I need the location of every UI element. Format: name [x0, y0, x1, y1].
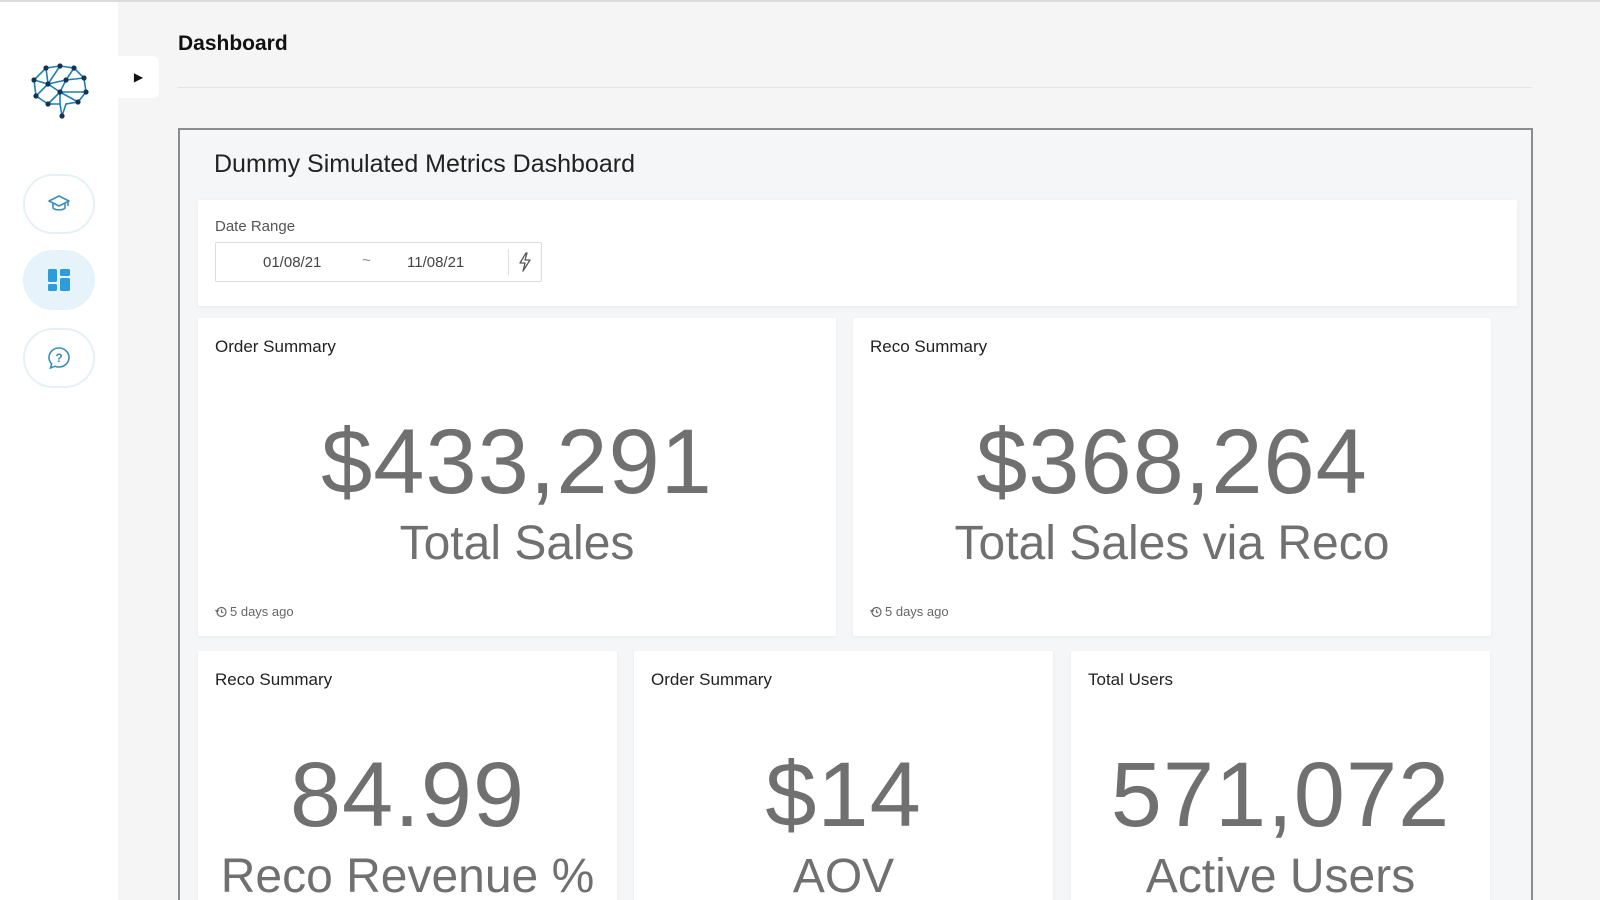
metric-value: $14 [765, 744, 922, 846]
nav-learn-button[interactable] [23, 174, 95, 234]
metric-label: AOV [792, 850, 895, 900]
dashboard-grid-icon [48, 269, 70, 291]
metric-label: Total Sales [399, 517, 635, 570]
metric-card-total-sales: Order Summary $433,291 Total Sales 5 day… [198, 318, 836, 636]
metric-label: Reco Revenue % [220, 850, 595, 900]
brain-network-logo[interactable] [26, 58, 92, 124]
last-updated: 5 days ago [870, 604, 949, 619]
card-title: Total Users [1088, 670, 1174, 689]
card-title: Reco Summary [870, 337, 988, 356]
metric-value: $368,264 [976, 411, 1368, 513]
date-divider [508, 249, 509, 275]
last-updated: 5 days ago [215, 604, 294, 619]
metric-value: 84.99 [289, 744, 526, 846]
metric-card-total-sales-via-reco: Reco Summary $368,264 Total Sales via Re… [853, 318, 1491, 636]
top-border [0, 0, 1600, 2]
lightning-icon[interactable] [516, 252, 534, 272]
date-end-input[interactable]: 11/08/21 [407, 254, 465, 271]
card-title: Order Summary [651, 670, 772, 689]
sidebar-toggle-button[interactable]: ▶ [118, 56, 159, 98]
sidebar: ? [0, 2, 118, 900]
dashboard-frame: Dummy Simulated Metrics Dashboard Date R… [178, 128, 1533, 900]
metric-card-aov: Order Summary $14 AOV [634, 651, 1053, 900]
history-icon [870, 606, 882, 617]
metric-card-active-users: Total Users 571,072 Active Users [1071, 651, 1490, 900]
metric-value: $433,291 [321, 411, 713, 513]
page-title: Dashboard [178, 32, 288, 55]
help-bubble-icon: ? [48, 347, 70, 370]
card-title: Order Summary [215, 337, 336, 356]
history-icon [215, 606, 227, 617]
svg-text:?: ? [55, 351, 62, 365]
header-divider [178, 87, 1532, 88]
metric-label: Active Users [1145, 850, 1416, 900]
date-range-label: Date Range [215, 218, 296, 235]
date-separator: ~ [362, 252, 371, 269]
card-title: Reco Summary [215, 670, 333, 689]
metric-label: Total Sales via Reco [954, 517, 1390, 570]
play-arrow-icon: ▶ [133, 70, 144, 84]
last-updated-text: 5 days ago [230, 604, 294, 619]
graduation-cap-icon [48, 195, 70, 211]
nav-help-button[interactable]: ? [23, 328, 95, 388]
date-range-card: Date Range 01/08/21 ~ 11/08/21 [198, 200, 1517, 306]
dashboard-title: Dummy Simulated Metrics Dashboard [214, 150, 635, 178]
metric-card-reco-revenue: Reco Summary 84.99 Reco Revenue % [198, 651, 617, 900]
last-updated-text: 5 days ago [885, 604, 949, 619]
date-range-picker[interactable]: 01/08/21 ~ 11/08/21 [215, 242, 542, 282]
nav-dashboard-button[interactable] [23, 250, 95, 310]
metric-value: 571,072 [1110, 744, 1451, 846]
date-start-input[interactable]: 01/08/21 [263, 254, 322, 271]
